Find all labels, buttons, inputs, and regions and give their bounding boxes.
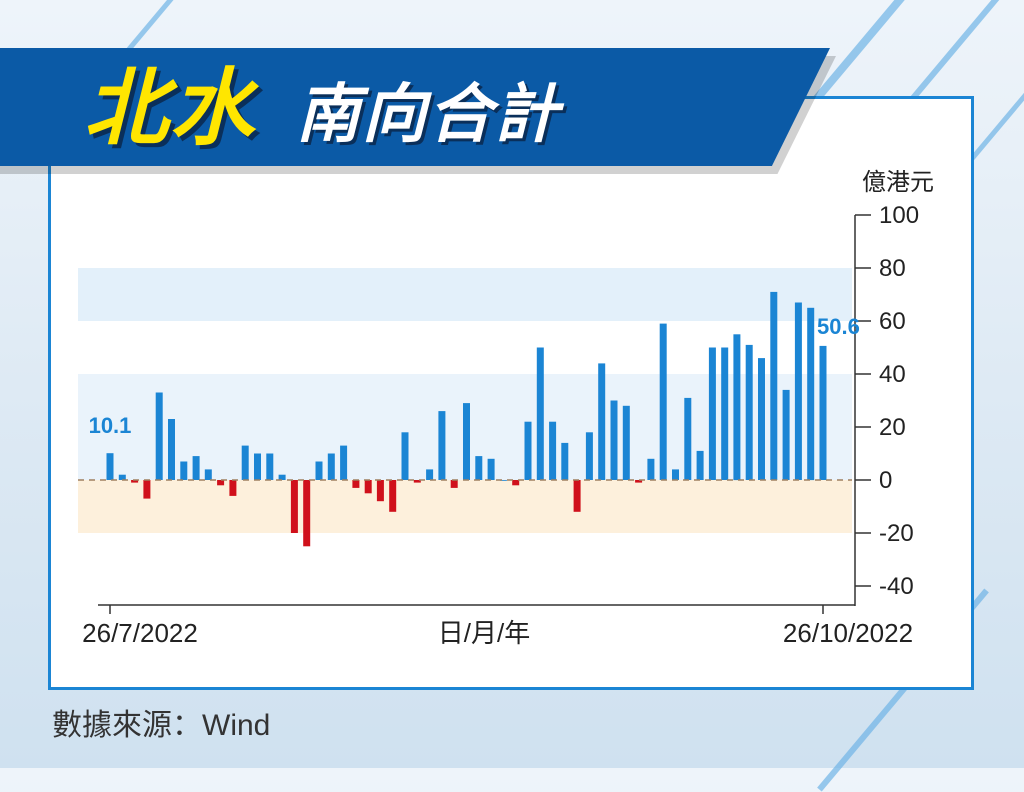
bar [118, 474, 126, 480]
bar [364, 480, 372, 494]
background-band [78, 268, 852, 321]
y-tick-label: -40 [879, 573, 914, 600]
bar [327, 453, 335, 480]
bar [733, 334, 741, 481]
bar [376, 480, 384, 502]
bar [598, 363, 606, 480]
bar [106, 453, 114, 480]
y-tick-label: 40 [879, 361, 906, 388]
bar [475, 456, 483, 480]
bar [696, 450, 704, 480]
bar [585, 432, 593, 480]
bar [672, 469, 679, 480]
bar [610, 400, 618, 480]
bar [340, 445, 348, 480]
bar [721, 347, 729, 480]
bar [635, 480, 643, 483]
bar [303, 480, 311, 547]
y-tick-label: 60 [879, 308, 906, 335]
bar [315, 461, 323, 480]
y-tick-label: 20 [879, 414, 906, 441]
title-main: 北水 [84, 61, 257, 155]
title-banner [0, 48, 830, 166]
bar [770, 291, 778, 480]
bar [659, 323, 667, 480]
background-band [78, 480, 852, 533]
bar [278, 474, 286, 480]
bar [647, 458, 655, 480]
bar [499, 480, 507, 481]
bar [290, 480, 298, 533]
y-tick-label: 100 [879, 202, 919, 229]
bar [229, 480, 237, 496]
source-note: 數據來源：Wind [52, 709, 271, 742]
bar [241, 445, 249, 480]
bar [512, 480, 520, 486]
bar [684, 397, 692, 480]
bar-chart: 100 80 60 40 20 0 -20 -40 26/7/2022 26/10/2022 1… [78, 169, 934, 648]
bar [745, 344, 753, 480]
bar [807, 307, 815, 481]
y-tick-label: 80 [879, 255, 906, 282]
bar [168, 419, 175, 480]
y-tick-label: -20 [879, 520, 914, 547]
bar [487, 458, 495, 480]
bar [450, 480, 458, 488]
bar [180, 461, 188, 480]
bar [352, 480, 360, 488]
bar [401, 432, 409, 480]
bar [217, 480, 225, 486]
bar [131, 480, 139, 483]
bar [561, 442, 569, 480]
bar [143, 480, 151, 499]
bar [204, 469, 212, 480]
bar [524, 421, 532, 480]
bar [549, 421, 557, 480]
bar [622, 405, 630, 480]
title-sub: 南向合計 [296, 78, 560, 150]
bar [573, 480, 581, 512]
data-label: 10.1 [89, 413, 132, 438]
bar [413, 480, 421, 483]
bar [266, 453, 274, 480]
x-tick-label: 26/7/2022 [82, 618, 198, 648]
bar [819, 345, 827, 480]
bar [536, 347, 544, 480]
bar [758, 358, 765, 480]
bar [192, 456, 200, 480]
bar [438, 411, 446, 480]
bar [782, 389, 790, 480]
data-label: 50.6 [817, 314, 860, 339]
x-tick-label: 26/10/2022 [783, 618, 913, 648]
y-axis-unit: 億港元 [862, 169, 934, 196]
bar [708, 347, 716, 480]
bar [463, 403, 470, 480]
bar [426, 469, 434, 480]
bar [155, 392, 163, 480]
bar [389, 480, 397, 512]
bar [254, 453, 261, 480]
x-axis-title: 日/月/年 [438, 618, 530, 648]
y-tick-label: 0 [879, 467, 892, 494]
bar [794, 302, 802, 480]
